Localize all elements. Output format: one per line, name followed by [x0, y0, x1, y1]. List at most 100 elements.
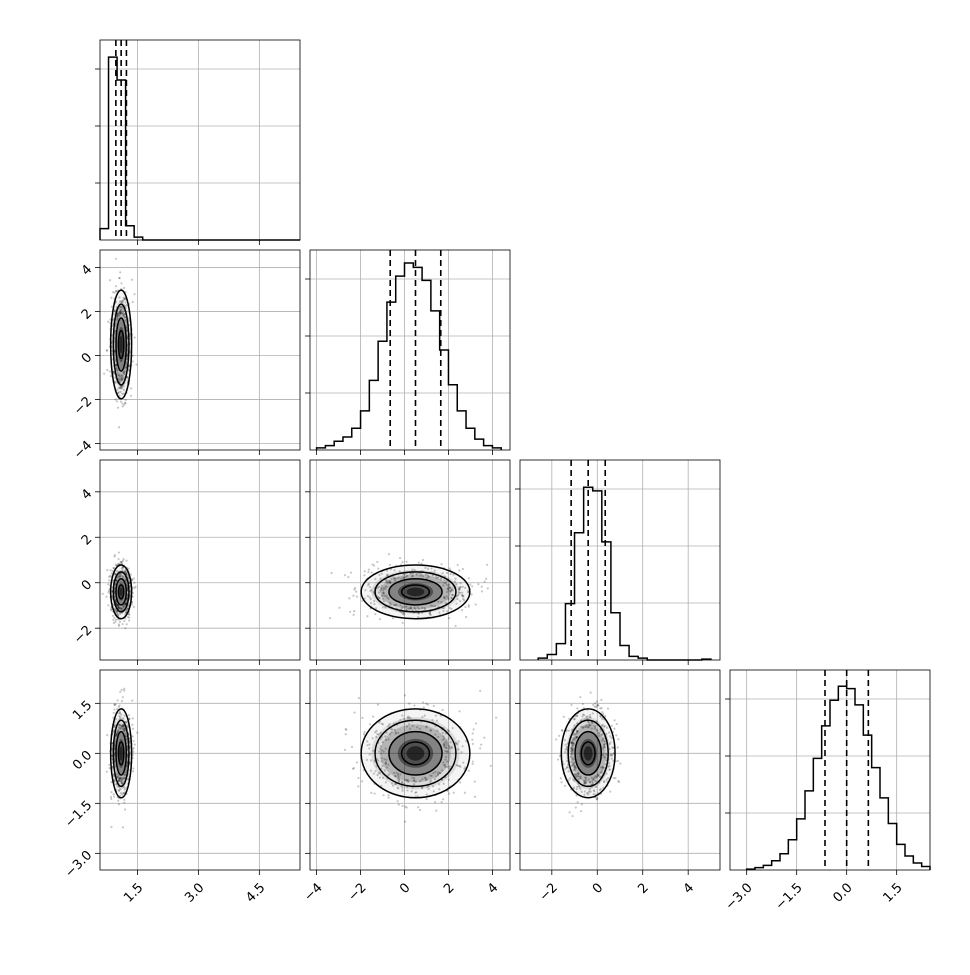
sample-point: [365, 758, 369, 762]
sample-point: [131, 699, 134, 702]
sample-point: [402, 611, 406, 615]
sample-point: [459, 591, 462, 595]
sample-point: [121, 559, 125, 563]
sample-point: [116, 612, 119, 615]
sample-point: [109, 569, 112, 572]
x-tick-label: 3.0: [182, 880, 207, 905]
sample-point: [573, 779, 576, 783]
sample-point: [402, 576, 405, 580]
sample-point: [118, 394, 121, 397]
sample-point: [433, 605, 437, 608]
sample-point: [120, 688, 123, 691]
sample-point: [444, 597, 447, 600]
sample-point: [396, 777, 399, 780]
sample-point: [357, 696, 360, 700]
sample-point: [465, 615, 468, 619]
sample-point: [421, 715, 424, 719]
y-tick-label: 1.5: [70, 698, 95, 723]
sample-point: [114, 703, 117, 706]
sample-point: [124, 398, 127, 402]
sample-point: [467, 589, 470, 592]
sample-point: [135, 363, 138, 366]
sample-point: [416, 606, 419, 609]
sample-point: [611, 746, 614, 749]
sample-point: [594, 779, 598, 782]
sample-point: [450, 589, 453, 592]
sample-point: [350, 745, 354, 749]
sample-point: [601, 766, 604, 770]
sample-point: [445, 583, 449, 586]
sample-point: [463, 768, 466, 771]
sample-point: [577, 777, 580, 781]
sample-point: [397, 772, 400, 775]
sample-point: [384, 762, 387, 765]
sample-point: [587, 721, 590, 724]
sample-point: [565, 745, 568, 748]
sample-point: [605, 756, 608, 760]
sample-point: [612, 776, 615, 780]
sample-point: [434, 733, 437, 736]
sample-point: [461, 594, 464, 598]
sample-point: [116, 575, 120, 578]
sample-point: [117, 563, 120, 566]
sample-point: [436, 772, 440, 776]
sample-point: [119, 560, 122, 564]
sample-point: [123, 791, 126, 795]
sample-point: [450, 596, 454, 600]
sample-point: [369, 601, 373, 605]
sample-point: [599, 729, 602, 733]
sample-point: [119, 612, 122, 615]
sample-point: [115, 369, 118, 372]
x-tick-label: −1.5: [773, 880, 806, 913]
sample-point: [417, 612, 420, 615]
sample-point: [397, 731, 400, 735]
sample-point: [406, 725, 409, 728]
sample-point: [120, 778, 124, 781]
x-tick-label: 0: [590, 880, 606, 896]
sample-point: [573, 761, 576, 764]
sample-point: [113, 310, 117, 313]
sample-point: [125, 327, 128, 330]
sample-point: [443, 744, 446, 747]
sample-point: [117, 377, 120, 380]
sample-point: [125, 737, 128, 741]
sample-point: [115, 290, 118, 293]
sample-point: [366, 744, 369, 747]
sample-point: [398, 556, 402, 560]
sample-point: [581, 726, 585, 729]
sample-point: [107, 575, 111, 579]
sample-point: [118, 276, 121, 280]
sample-point: [384, 587, 387, 590]
sample-point: [579, 696, 582, 699]
sample-point: [367, 571, 370, 574]
contour-line: [109, 289, 133, 400]
sample-point: [385, 731, 388, 734]
sample-point: [377, 591, 381, 594]
sample-point: [479, 689, 482, 692]
sample-point: [570, 742, 573, 745]
sample-point: [399, 611, 402, 614]
sample-point: [442, 579, 446, 582]
sample-point: [571, 747, 574, 750]
sample-point: [122, 557, 125, 561]
sample-point: [589, 716, 592, 719]
sample-point: [113, 725, 116, 729]
sample-point: [448, 746, 451, 750]
sample-point: [131, 578, 134, 582]
sample-point: [120, 777, 123, 780]
sample-point: [417, 572, 420, 575]
sample-point: [424, 566, 427, 570]
sample-point: [570, 747, 573, 750]
sample-point: [595, 785, 598, 789]
sample-point: [413, 606, 416, 610]
sample-point: [113, 291, 116, 294]
sample-point: [120, 713, 123, 716]
sample-point: [390, 731, 393, 734]
sample-point: [386, 596, 389, 599]
sample-point: [380, 586, 383, 589]
sample-point: [445, 582, 448, 585]
sample-point: [411, 608, 414, 612]
sample-point: [115, 290, 118, 293]
sample-point: [416, 795, 419, 798]
sample-point: [101, 592, 104, 595]
